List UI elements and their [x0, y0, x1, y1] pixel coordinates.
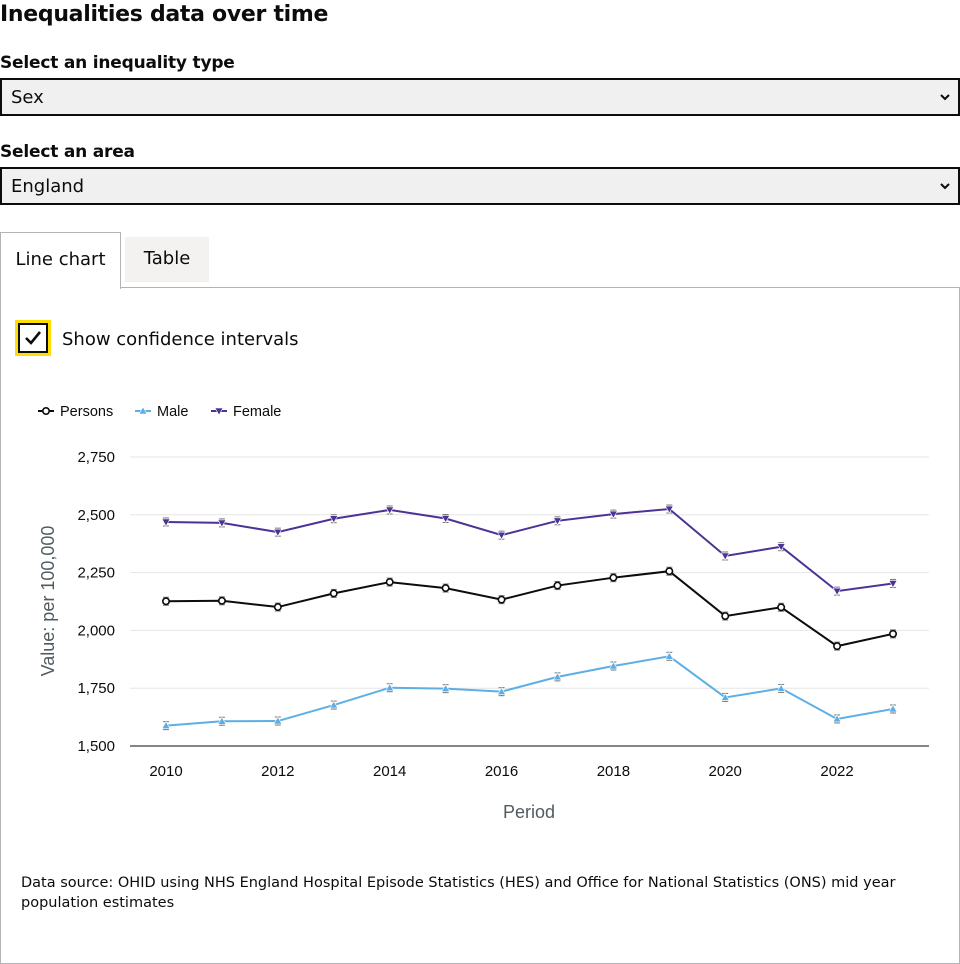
- persons-point: [497, 595, 506, 604]
- male-point: [497, 687, 507, 695]
- male-point: [776, 683, 786, 692]
- chevron-down-icon: [940, 94, 950, 101]
- chevron-down-icon: [940, 183, 950, 190]
- confidence-checkbox[interactable]: [15, 320, 51, 356]
- male-line: [165, 655, 894, 727]
- persons-point: [329, 589, 338, 598]
- checkmark-icon: [25, 331, 42, 345]
- y-tick-label: 1,750: [77, 680, 115, 697]
- male-point: [608, 661, 618, 670]
- chart-panel: [0, 287, 960, 964]
- legend-male-label: Male: [157, 404, 188, 420]
- persons-point: [162, 597, 171, 606]
- series-male: [161, 651, 898, 731]
- female-point: [385, 506, 395, 515]
- legend-male-marker: [138, 406, 148, 415]
- y-axis-title: Value: per 100,000: [38, 526, 58, 677]
- inequality-type-value: Sex: [11, 87, 44, 108]
- inequality-type-select[interactable]: Sex: [0, 78, 960, 116]
- female-point: [832, 587, 842, 596]
- y-tick-label: 2,500: [77, 507, 115, 524]
- tab-table-label: Table: [143, 248, 191, 269]
- female-point: [608, 510, 618, 519]
- legend-persons-label: Persons: [60, 404, 113, 420]
- female-point: [720, 552, 730, 561]
- male-point: [832, 714, 842, 723]
- persons-point: [441, 584, 450, 593]
- persons-point: [665, 567, 674, 576]
- female-point: [161, 518, 171, 527]
- male-point: [217, 716, 227, 725]
- area-value: England: [11, 176, 85, 197]
- female-point: [329, 515, 339, 524]
- female-point: [441, 515, 451, 524]
- male-point: [385, 683, 395, 692]
- series-female: [161, 504, 898, 596]
- data-source-note: Data source: OHID using NHS England Hosp…: [21, 875, 896, 911]
- male-point: [552, 672, 562, 681]
- x-tick-label: 2016: [485, 763, 518, 780]
- persons-point: [217, 596, 226, 605]
- male-point: [329, 700, 339, 709]
- female-point: [273, 528, 283, 537]
- y-tick-label: 1,500: [77, 738, 115, 755]
- female-point: [552, 517, 562, 526]
- area-select[interactable]: England: [0, 167, 960, 205]
- male-point: [664, 651, 674, 660]
- line-chart: 1,500 1,750 2,000 2,250 2,500 2,750 2010 2012 20…: [38, 404, 929, 822]
- female-point: [888, 580, 898, 589]
- tab-line-chart[interactable]: Line chart: [0, 232, 121, 289]
- tab-table[interactable]: Table: [125, 237, 209, 282]
- male-point: [720, 692, 730, 701]
- female-point: [497, 531, 507, 540]
- legend-persons-marker: [41, 406, 50, 415]
- persons-point: [721, 612, 730, 621]
- persons-point: [888, 629, 897, 638]
- area-label: Select an area: [0, 142, 135, 162]
- male-point: [888, 704, 898, 713]
- x-tick-label: 2022: [820, 763, 853, 780]
- male-point: [161, 721, 171, 729]
- persons-point: [385, 578, 394, 587]
- persons-point: [777, 603, 786, 612]
- persons-line: [165, 570, 894, 648]
- legend-female-marker: [214, 407, 224, 416]
- female-point: [664, 505, 674, 514]
- x-axis-title: Period: [503, 802, 555, 822]
- female-point: [776, 543, 786, 552]
- male-point: [441, 684, 451, 692]
- legend-female-label: Female: [233, 404, 281, 420]
- y-tick-label: 2,750: [77, 449, 115, 466]
- male-point: [273, 716, 283, 725]
- confidence-label: Show confidence intervals: [62, 329, 299, 350]
- tab-line-chart-label: Line chart: [15, 249, 106, 270]
- persons-point: [609, 573, 618, 582]
- y-tick-label: 2,000: [77, 622, 115, 639]
- persons-point: [273, 603, 282, 612]
- female-line: [165, 507, 894, 593]
- x-tick-label: 2012: [261, 763, 294, 780]
- page-title: Inequalities data over time: [0, 2, 329, 27]
- x-tick-label: 2018: [597, 763, 630, 780]
- series-persons: [162, 566, 897, 651]
- persons-point: [833, 642, 842, 651]
- x-tick-label: 2020: [709, 763, 742, 780]
- persons-point: [553, 581, 562, 590]
- female-point: [217, 519, 227, 528]
- inequality-type-label: Select an inequality type: [0, 53, 235, 73]
- y-tick-label: 2,250: [77, 565, 115, 582]
- x-tick-label: 2014: [373, 763, 406, 780]
- x-tick-label: 2010: [149, 763, 182, 780]
